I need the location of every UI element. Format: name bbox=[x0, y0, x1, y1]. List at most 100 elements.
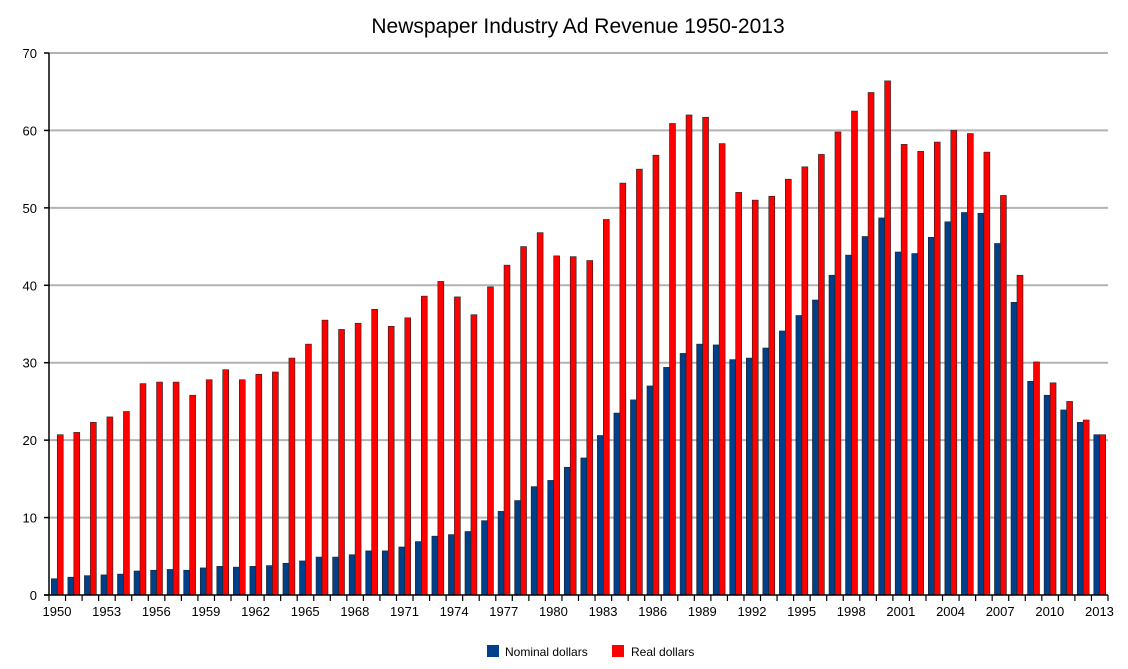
y-tick-label: 10 bbox=[23, 511, 37, 526]
bar-nominal-1958 bbox=[183, 569, 190, 596]
bar-real-1955 bbox=[139, 383, 147, 596]
bar-nominal-2003 bbox=[928, 236, 935, 596]
x-tick-label: 1983 bbox=[589, 604, 618, 619]
x-tick-label: 2004 bbox=[936, 604, 965, 619]
bar-real-1988 bbox=[685, 114, 693, 596]
bar-real-1956 bbox=[156, 381, 163, 596]
bar-real-1993 bbox=[768, 195, 776, 596]
bar-nominal-2012 bbox=[1076, 422, 1084, 596]
bar-real-1989 bbox=[702, 116, 709, 596]
bar-nominal-1954 bbox=[117, 573, 124, 596]
bar-real-1985 bbox=[636, 168, 643, 596]
bar-nominal-1993 bbox=[762, 347, 770, 596]
bar-nominal-2005 bbox=[961, 212, 968, 596]
bar-real-1964 bbox=[288, 357, 296, 596]
bar-real-1986 bbox=[652, 154, 660, 596]
bar-real-1992 bbox=[751, 199, 759, 596]
bar-real-1957 bbox=[172, 381, 180, 596]
bar-real-1999 bbox=[867, 92, 875, 596]
bar-nominal-1957 bbox=[166, 569, 174, 596]
bar-nominal-1971 bbox=[398, 546, 406, 596]
bar-nominal-1970 bbox=[381, 550, 389, 596]
y-tick-label: 20 bbox=[23, 433, 37, 448]
bar-nominal-2008 bbox=[1010, 302, 1018, 596]
bar-nominal-1979 bbox=[530, 486, 538, 596]
bar-nominal-1992 bbox=[745, 357, 753, 596]
bar-real-2007 bbox=[1000, 195, 1007, 596]
legend-label-real: Real dollars bbox=[631, 645, 694, 659]
bar-real-2006 bbox=[983, 151, 991, 596]
bar-nominal-1972 bbox=[415, 541, 422, 596]
chart-title: Newspaper Industry Ad Revenue 1950-2013 bbox=[371, 15, 784, 38]
bar-real-1954 bbox=[123, 411, 130, 596]
bar-nominal-1962 bbox=[249, 566, 257, 596]
x-tick-label: 1968 bbox=[340, 604, 369, 619]
bar-nominal-1956 bbox=[150, 569, 157, 596]
bar-nominal-1952 bbox=[84, 575, 91, 596]
bar-nominal-2010 bbox=[1043, 394, 1051, 596]
bar-nominal-1978 bbox=[514, 500, 521, 596]
bar-real-1973 bbox=[437, 281, 445, 596]
bar-real-2011 bbox=[1066, 401, 1073, 596]
bar-nominal-1960 bbox=[216, 566, 224, 596]
bar-nominal-1987 bbox=[663, 367, 670, 596]
bar-real-1980 bbox=[553, 255, 560, 596]
bar-real-1953 bbox=[106, 416, 114, 596]
y-tick-label: 50 bbox=[23, 201, 37, 216]
bar-real-1994 bbox=[785, 178, 792, 596]
bar-nominal-2011 bbox=[1060, 409, 1067, 596]
bar-real-2012 bbox=[1082, 419, 1090, 596]
bar-nominal-1988 bbox=[679, 353, 687, 596]
bar-real-2004 bbox=[950, 130, 958, 596]
legend-swatch-real bbox=[612, 645, 624, 657]
bar-real-1970 bbox=[387, 326, 395, 596]
bar-nominal-1959 bbox=[199, 567, 207, 596]
bar-nominal-1974 bbox=[448, 534, 455, 596]
bar-nominal-1983 bbox=[597, 435, 604, 596]
legend: Nominal dollars Real dollars bbox=[487, 645, 694, 659]
x-tick-label: 1950 bbox=[43, 604, 72, 619]
bar-real-1984 bbox=[619, 182, 627, 596]
bar-nominal-1950 bbox=[51, 578, 58, 596]
x-tick-label: 2007 bbox=[986, 604, 1015, 619]
bar-nominal-1963 bbox=[266, 565, 273, 596]
x-tick-label: 1956 bbox=[142, 604, 171, 619]
bar-real-1951 bbox=[73, 432, 81, 596]
bar-real-1960 bbox=[222, 369, 229, 596]
x-tick-label: 1986 bbox=[638, 604, 667, 619]
bars bbox=[51, 80, 1106, 596]
x-tick-label: 1980 bbox=[539, 604, 568, 619]
y-tick-label: 60 bbox=[23, 123, 37, 138]
y-tick-labels: 0 10 20 30 40 50 60 70 bbox=[23, 46, 37, 603]
bar-real-1950 bbox=[56, 434, 64, 596]
bar-real-1962 bbox=[255, 374, 263, 596]
bar-real-2013 bbox=[1099, 434, 1106, 596]
bar-real-1974 bbox=[454, 296, 461, 596]
bar-real-1968 bbox=[354, 322, 362, 596]
bar-real-1977 bbox=[503, 264, 511, 596]
bar-nominal-1984 bbox=[613, 412, 621, 596]
bar-nominal-1976 bbox=[481, 520, 488, 596]
bar-real-1978 bbox=[520, 246, 527, 596]
bar-nominal-1953 bbox=[100, 574, 108, 596]
y-tick-label: 40 bbox=[23, 278, 37, 293]
x-tick-label: 1989 bbox=[688, 604, 717, 619]
bar-real-1952 bbox=[90, 422, 97, 596]
x-tick-labels: 1950 1953 1956 1959 1962 1965 1968 1971 1974 1977… bbox=[43, 604, 1114, 619]
x-tick-label: 1965 bbox=[291, 604, 320, 619]
x-tick-label: 1977 bbox=[489, 604, 518, 619]
bar-nominal-2007 bbox=[994, 243, 1001, 596]
x-tick-label: 1992 bbox=[738, 604, 767, 619]
x-tick-label: 1962 bbox=[241, 604, 270, 619]
y-tick-label: 0 bbox=[30, 588, 37, 603]
y-tick-label: 30 bbox=[23, 356, 37, 371]
bar-nominal-1999 bbox=[861, 236, 869, 596]
bar-real-1967 bbox=[338, 329, 345, 596]
y-tick-label: 70 bbox=[23, 46, 37, 61]
bar-nominal-2009 bbox=[1027, 380, 1034, 596]
bar-nominal-1985 bbox=[630, 399, 637, 596]
bar-real-1998 bbox=[851, 110, 858, 596]
bar-real-1995 bbox=[801, 166, 809, 596]
legend-label-nominal: Nominal dollars bbox=[505, 645, 588, 659]
bar-nominal-1982 bbox=[580, 457, 588, 596]
